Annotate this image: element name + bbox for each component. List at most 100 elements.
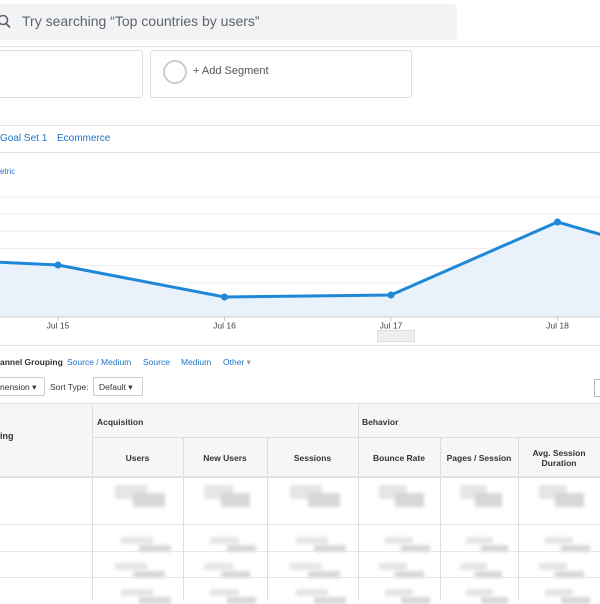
divider bbox=[0, 125, 600, 126]
divider bbox=[0, 46, 600, 47]
blurred-value bbox=[544, 589, 574, 596]
blurred-value bbox=[465, 537, 493, 544]
column-header[interactable]: Pages / Session bbox=[446, 453, 512, 463]
metric-tab[interactable]: Ecommerce bbox=[57, 133, 111, 144]
point bbox=[221, 293, 228, 301]
blurred-value bbox=[313, 597, 346, 604]
column-header[interactable]: Bounce Rate bbox=[373, 453, 425, 463]
dimension-tab-text: Other bbox=[223, 357, 245, 367]
blurred-value bbox=[554, 493, 584, 507]
blurred-value bbox=[120, 537, 153, 544]
blurred-value bbox=[384, 589, 414, 596]
blurred-value bbox=[394, 493, 424, 507]
blurred-value bbox=[554, 571, 584, 578]
blurred-value bbox=[560, 597, 590, 604]
group-rule bbox=[92, 437, 600, 438]
sort-label: Sort Type: bbox=[50, 382, 89, 392]
blurred-value bbox=[138, 597, 171, 604]
dimension-tab[interactable]: Other ▾ bbox=[223, 357, 251, 367]
column-header[interactable]: Sessions bbox=[293, 453, 332, 463]
row-rule bbox=[0, 577, 600, 578]
sort-select[interactable]: Default ▾ bbox=[93, 377, 143, 396]
blurred-value bbox=[132, 571, 165, 578]
blurred-value bbox=[295, 589, 328, 596]
segment-box[interactable] bbox=[0, 50, 143, 98]
blurred-value bbox=[481, 597, 509, 604]
blurred-value bbox=[400, 545, 430, 552]
sort-select-text: Default bbox=[99, 382, 126, 392]
blurred-value bbox=[465, 589, 493, 596]
table-header-bg bbox=[0, 403, 600, 478]
blurred-value bbox=[384, 537, 414, 544]
col-rule bbox=[267, 437, 268, 600]
column-header[interactable]: New Users bbox=[203, 453, 247, 463]
row-rule bbox=[0, 551, 600, 552]
blurred-value bbox=[132, 493, 165, 507]
search-placeholder: Try searching “Top countries by users” bbox=[22, 13, 260, 29]
row-rule bbox=[0, 476, 600, 477]
divider bbox=[0, 152, 600, 153]
blurred-value bbox=[220, 493, 251, 507]
blurred-value bbox=[481, 545, 509, 552]
blurred-value bbox=[226, 597, 257, 604]
blurred-value bbox=[400, 597, 430, 604]
area bbox=[0, 222, 600, 317]
blurred-value bbox=[560, 545, 590, 552]
dimension-tab[interactable]: Source / Medium bbox=[67, 357, 132, 367]
column-header[interactable]: Users bbox=[125, 453, 150, 463]
point bbox=[554, 218, 561, 226]
col-rule bbox=[92, 403, 93, 600]
blurred-value bbox=[204, 563, 234, 570]
col-rule bbox=[518, 437, 519, 600]
blurred-value bbox=[394, 571, 424, 578]
metric-label[interactable]: etric bbox=[0, 167, 16, 176]
toolbar-button[interactable] bbox=[594, 379, 600, 397]
blurred-value bbox=[210, 589, 240, 596]
x-tick-label: Jul 18 bbox=[546, 320, 569, 330]
col-rule bbox=[358, 403, 359, 600]
dimension-tab[interactable]: annel Grouping bbox=[0, 357, 63, 367]
point bbox=[54, 261, 62, 269]
blurred-value bbox=[475, 493, 503, 507]
blurred-value bbox=[544, 537, 574, 544]
col-rule bbox=[183, 437, 184, 600]
blurred-value bbox=[538, 563, 568, 570]
search-icon bbox=[0, 14, 11, 29]
group-header: Acquisition bbox=[97, 417, 144, 427]
x-tick-label: Jul 16 bbox=[213, 320, 236, 330]
blurred-value bbox=[295, 537, 328, 544]
x-tick-label: Jul 17 bbox=[380, 320, 403, 330]
blurred-value bbox=[307, 571, 340, 578]
blurred-value bbox=[114, 563, 147, 570]
blurred-value bbox=[307, 493, 340, 507]
search-bar[interactable] bbox=[0, 4, 457, 40]
data-table: ing Acquisition Behavior Users New Users Sess… bbox=[0, 403, 600, 604]
col-rule bbox=[440, 437, 441, 600]
chart: Jul 15 Jul 16 Jul 17 Jul 18 bbox=[0, 196, 600, 330]
group-header: Behavior bbox=[362, 417, 399, 427]
blurred-value bbox=[226, 545, 257, 552]
blurred-value bbox=[138, 545, 171, 552]
blurred-value bbox=[313, 545, 346, 552]
add-segment[interactable]: + Add Segment bbox=[193, 65, 269, 77]
scroll-handle[interactable] bbox=[377, 330, 415, 342]
line bbox=[0, 220, 600, 299]
blurred-value bbox=[289, 563, 322, 570]
metric-tab[interactable]: Goal Set 1 bbox=[0, 133, 48, 144]
dimension-tab[interactable]: Source bbox=[143, 357, 170, 367]
header-cell[interactable]: ing bbox=[0, 431, 14, 441]
blurred-value bbox=[459, 563, 487, 570]
dimension-tab[interactable]: Medium bbox=[181, 357, 212, 367]
blurred-value bbox=[378, 563, 408, 570]
dimension-select[interactable]: nension ▾ bbox=[0, 377, 45, 396]
blurred-value bbox=[120, 589, 153, 596]
dimension-select-text: nension bbox=[0, 382, 30, 392]
x-tick-label: Jul 15 bbox=[47, 320, 70, 330]
point bbox=[387, 291, 395, 299]
segment-circle bbox=[163, 60, 187, 84]
column-header[interactable]: Avg. Session Duration bbox=[532, 448, 586, 468]
add-segment-box[interactable] bbox=[150, 50, 412, 98]
divider bbox=[0, 345, 600, 346]
